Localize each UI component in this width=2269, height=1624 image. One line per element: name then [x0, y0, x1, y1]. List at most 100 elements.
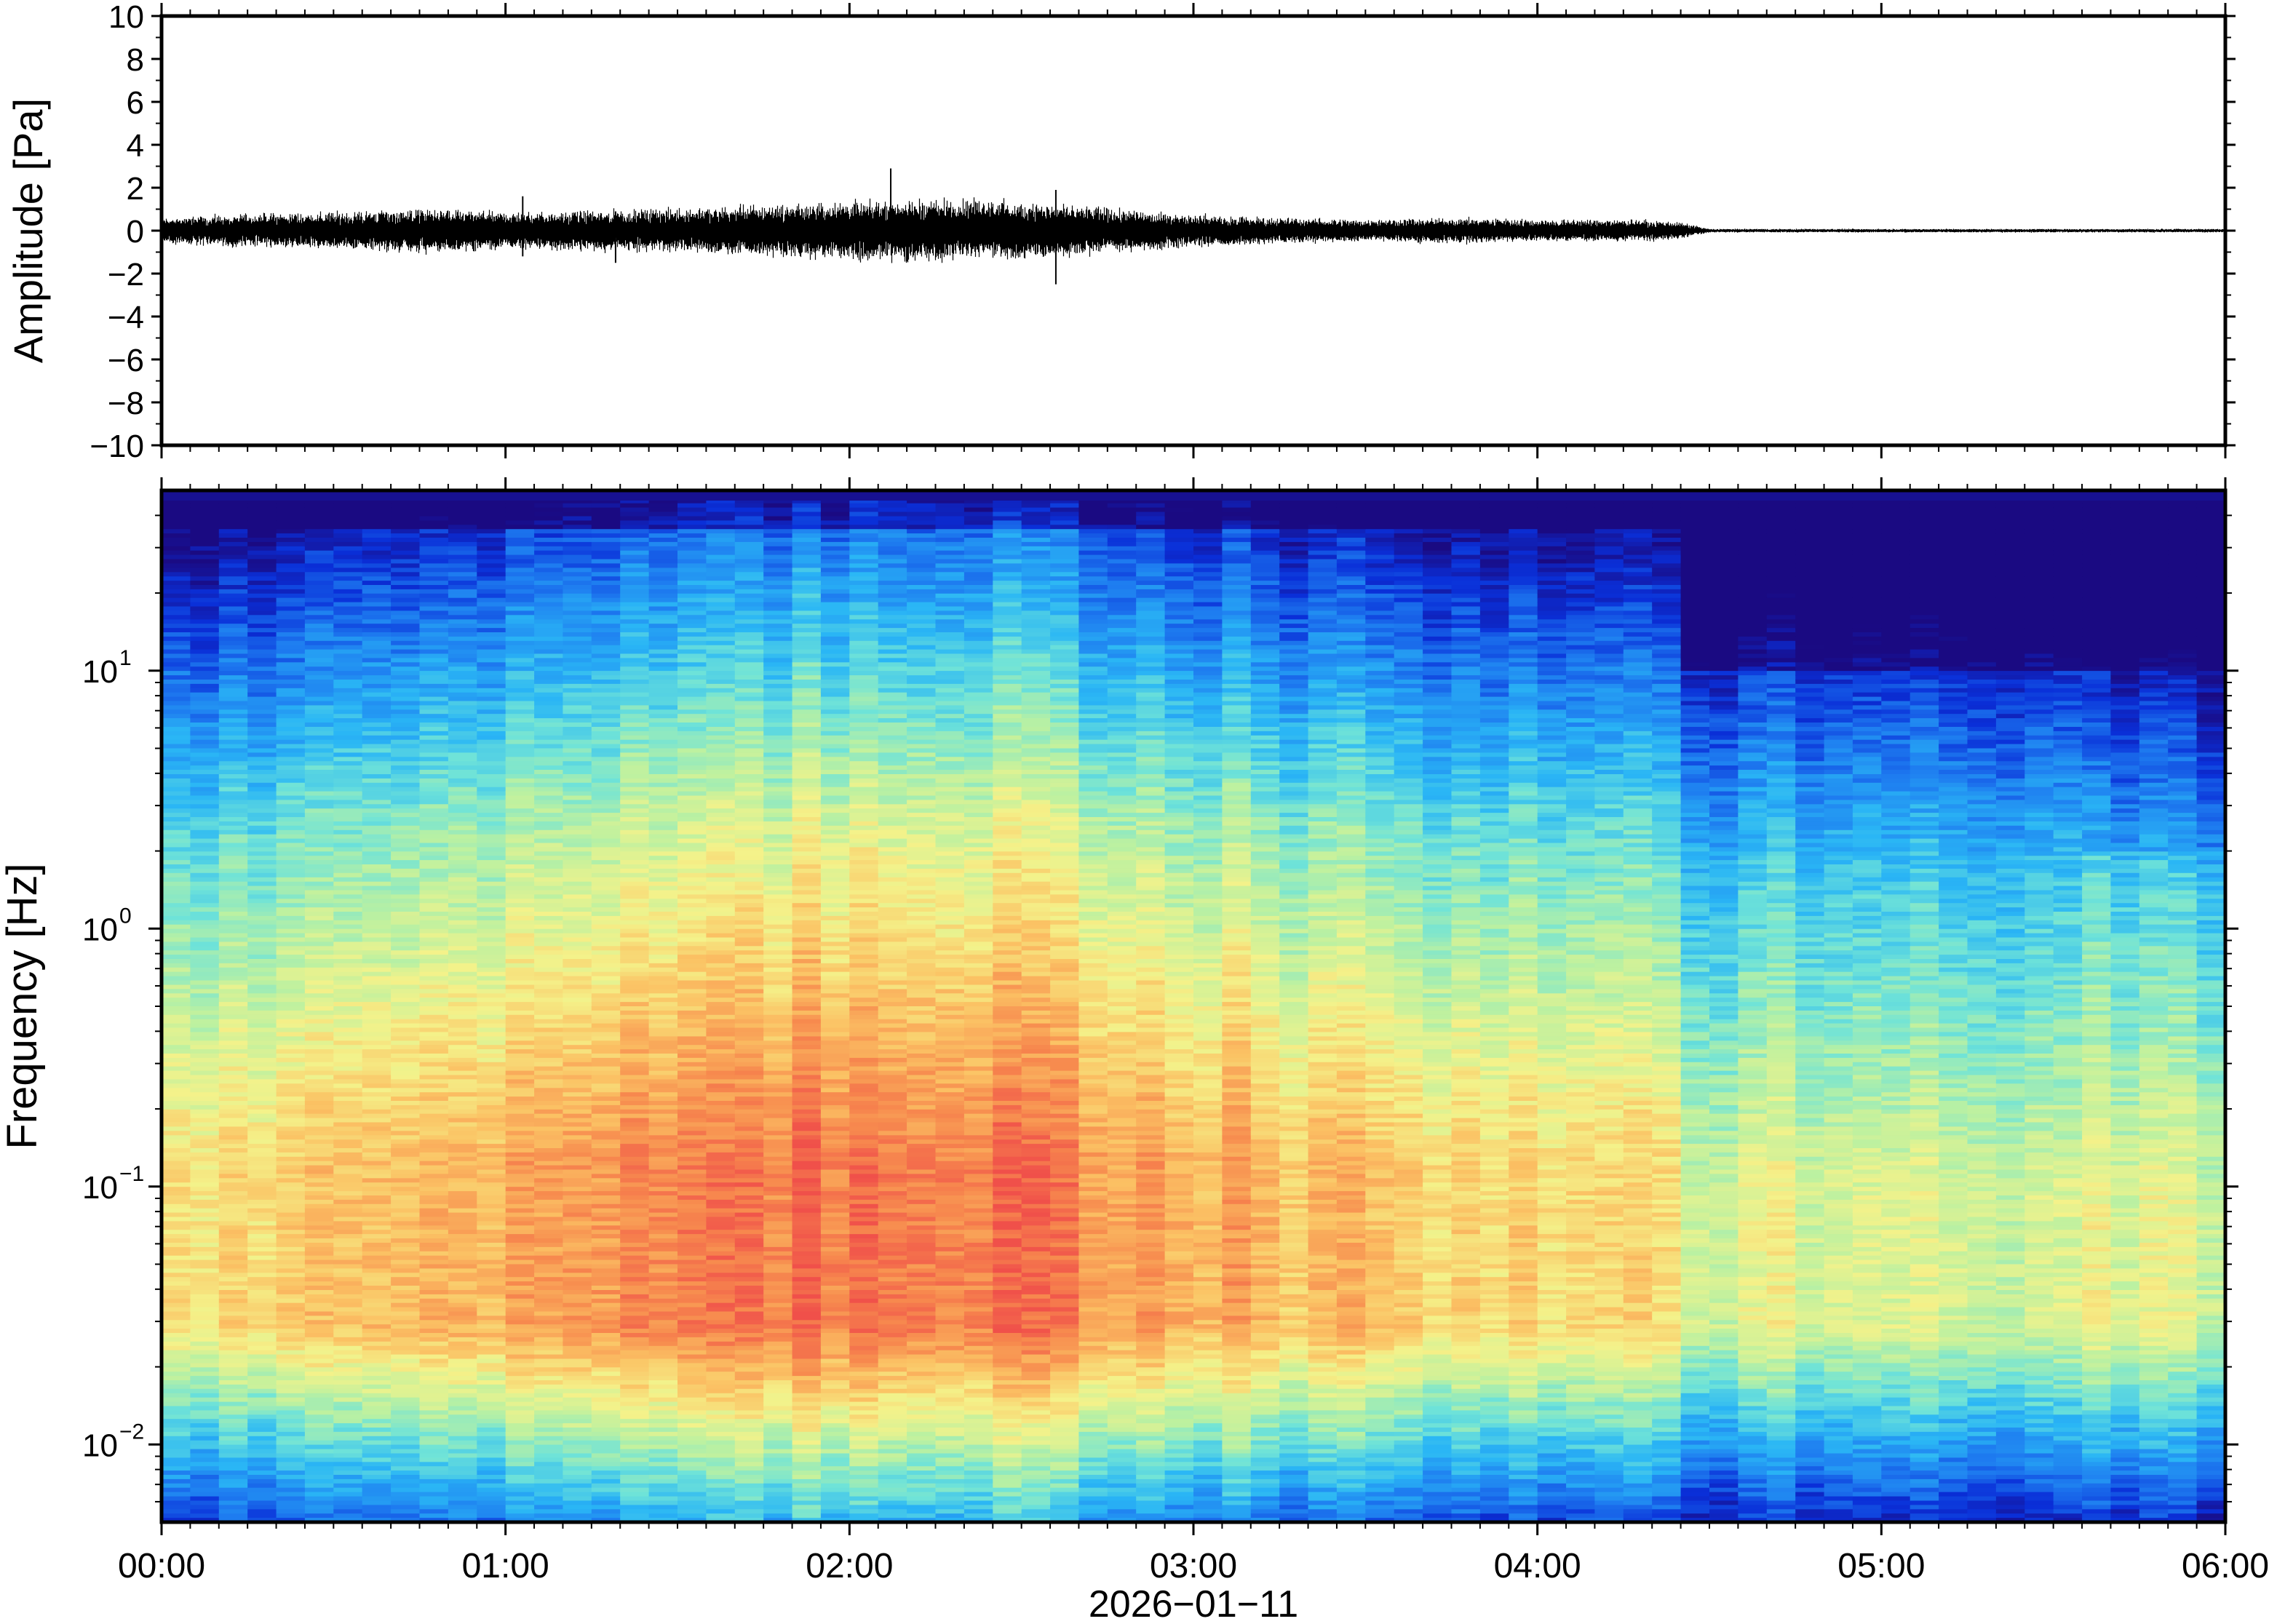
spectrogram-cell: [677, 1397, 707, 1403]
spectrogram-cell: [505, 971, 535, 977]
spectrogram-cell: [677, 645, 707, 650]
spectrogram-cell: [677, 572, 707, 577]
spectrogram-cell: [333, 1195, 363, 1201]
spectrogram-cell: [247, 928, 277, 934]
spectrogram-cell: [505, 1449, 535, 1454]
spectrogram-cell: [648, 533, 678, 538]
spectrogram-cell: [648, 942, 678, 947]
spectrogram-cell: [505, 1423, 535, 1428]
spectrogram-cell: [706, 701, 736, 706]
spectrogram-cell: [162, 1358, 191, 1364]
spectrogram-cell: [247, 942, 277, 947]
spectrogram-cell: [706, 735, 736, 741]
spectrogram-cell: [505, 933, 535, 939]
spectrogram-cell: [534, 507, 564, 513]
spectrogram-cell: [247, 933, 277, 939]
spectrogram-cell: [362, 632, 392, 637]
spectrogram-cell: [247, 550, 277, 556]
spectrogram-cell: [620, 1311, 650, 1317]
spectrogram-cell: [448, 1070, 478, 1076]
spectrogram-cell: [448, 808, 478, 813]
spectrogram-cell: [620, 1113, 650, 1119]
spectrogram-cell: [276, 520, 306, 526]
spectrogram-cell: [620, 1264, 650, 1270]
spectrogram-cell: [162, 1259, 191, 1265]
spectrogram-cell: [591, 770, 621, 775]
spectrogram-cell: [333, 1217, 363, 1222]
spectrogram-cell: [304, 885, 335, 891]
spectrogram-cell: [362, 550, 392, 556]
spectrogram-cell: [391, 1513, 421, 1518]
spectrogram-cell: [505, 1045, 535, 1050]
spectrogram-cell: [620, 1045, 650, 1050]
spectrogram-cell: [162, 723, 191, 728]
spectrogram-cell: [620, 550, 650, 556]
spectrogram-cell: [190, 735, 220, 741]
spectrogram-cell: [419, 1393, 449, 1398]
spectrogram-cell: [419, 1518, 449, 1522]
spectrogram-cell: [276, 645, 306, 650]
spectrogram-cell: [276, 920, 306, 926]
spectrogram-cell: [190, 1329, 220, 1334]
spectrogram-cell: [448, 1113, 478, 1119]
spectrogram-cell: [563, 585, 592, 590]
spectrogram-cell: [505, 1307, 535, 1313]
spectrogram-cell: [505, 1384, 535, 1390]
spectrogram-cell: [362, 1341, 392, 1347]
spectrogram-cell: [534, 1049, 564, 1054]
spectrogram-cell: [218, 950, 248, 955]
spectrogram-cell: [190, 696, 220, 702]
spectrogram-cell: [677, 1014, 707, 1020]
spectrogram-cell: [162, 1234, 191, 1239]
spectrogram-cell: [247, 507, 277, 513]
spectrogram-cell: [276, 933, 306, 939]
spectrogram-cell: [563, 624, 592, 629]
spectrogram-cell: [677, 1165, 707, 1171]
spectrogram-cell: [276, 912, 306, 917]
spectrogram-cell: [591, 1191, 621, 1196]
spectrogram-cell: [276, 1449, 306, 1454]
spectrogram-cell: [477, 1182, 506, 1187]
spectrogram-cell: [534, 1286, 564, 1291]
spectrogram-cell: [190, 576, 220, 581]
spectrogram-cell: [419, 1423, 449, 1428]
spectrogram-cell: [677, 1444, 707, 1450]
spectrogram-cell: [218, 1174, 248, 1179]
spectrogram-cell: [534, 1290, 564, 1295]
spectrogram-cell: [276, 1329, 306, 1334]
spectrogram-cell: [534, 800, 564, 805]
spectrogram-cell: [276, 1268, 306, 1274]
spectrogram-cell: [304, 1444, 335, 1450]
spectrogram-cell: [162, 748, 191, 754]
spectrogram-cell: [419, 942, 449, 947]
spectrogram-cell: [333, 1225, 363, 1230]
spectrogram-cell: [190, 885, 220, 891]
spectrogram-cell: [620, 1345, 650, 1351]
spectrogram-cell: [190, 1109, 220, 1115]
spectrogram-cell: [505, 1367, 535, 1372]
spectrogram-cell: [247, 1324, 277, 1329]
spectrogram-cell: [419, 701, 449, 706]
spectrogram-cell: [419, 1401, 449, 1407]
spectrogram-cell: [276, 903, 306, 908]
spectrogram-cell: [218, 1104, 248, 1110]
spectrogram-cell: [591, 1054, 621, 1059]
spectrogram-cell: [333, 791, 363, 797]
spectrogram-cell: [362, 602, 392, 608]
spectrogram-cell: [706, 1410, 736, 1416]
spectrogram-cell: [190, 1203, 220, 1209]
spectrogram-cell: [276, 1259, 306, 1265]
spectrogram-cell: [505, 597, 535, 603]
spectrogram-cell: [162, 1406, 191, 1412]
spectrogram-cell: [477, 645, 506, 650]
spectrogram-cell: [362, 563, 392, 569]
spectrogram-cell: [563, 1414, 592, 1420]
spectrogram-cell: [247, 1518, 277, 1522]
spectrogram-cell: [190, 1298, 220, 1304]
spectrogram-cell: [247, 675, 277, 680]
spectrogram-cell: [218, 1131, 248, 1136]
spectrogram-cell: [218, 696, 248, 702]
spectrogram-cell: [276, 615, 306, 620]
spectrogram-cell: [648, 1199, 678, 1205]
spectrogram-cell: [677, 624, 707, 629]
